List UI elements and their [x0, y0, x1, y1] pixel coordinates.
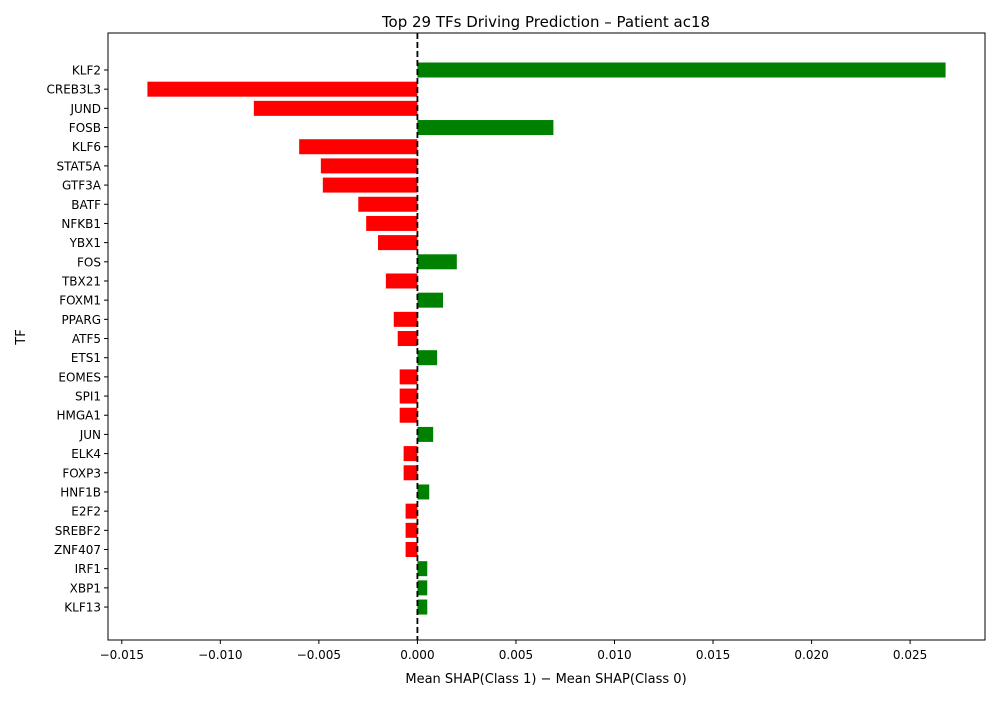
- bar-xbp1: [417, 580, 428, 596]
- x-tick-label: 0.025: [893, 648, 927, 662]
- bar-ets1: [417, 350, 438, 366]
- bar-znf407: [405, 542, 418, 557]
- y-tick-label: SREBF2: [55, 524, 101, 538]
- y-tick-label: SPI1: [75, 390, 101, 404]
- y-tick-label: FOXP3: [62, 466, 101, 480]
- bar-stat5a: [320, 158, 418, 174]
- y-tick-label: FOS: [77, 255, 101, 269]
- y-tick-label: ETS1: [71, 351, 101, 365]
- bar-ybx1: [377, 235, 418, 251]
- y-tick-label: CREB3L3: [47, 83, 102, 97]
- y-tick-label: ZNF407: [54, 543, 101, 557]
- x-tick-label: −0.010: [198, 648, 242, 662]
- bar-klf2: [417, 62, 946, 78]
- x-tick-label: −0.005: [297, 648, 341, 662]
- bar-fosb: [417, 120, 554, 136]
- x-tick-label: 0.015: [696, 648, 730, 662]
- y-tick-label: XBP1: [70, 581, 101, 595]
- x-tick-label: 0.000: [400, 648, 434, 662]
- y-tick-label: IRF1: [75, 562, 101, 576]
- y-tick-label: JUND: [69, 102, 101, 116]
- chart-title: Top 29 TFs Driving Prediction – Patient …: [381, 13, 710, 31]
- y-tick-label: HNF1B: [60, 485, 101, 499]
- bar-eomes: [399, 369, 418, 385]
- x-tick-label: −0.015: [100, 648, 144, 662]
- y-tick-label: KLF2: [72, 64, 101, 78]
- y-tick-label: JUN: [79, 428, 101, 442]
- bar-jund: [253, 100, 418, 116]
- bar-srebf2: [405, 522, 418, 538]
- bar-fos: [417, 254, 457, 270]
- y-tick-label: HMGA1: [56, 409, 101, 423]
- bar-foxp3: [403, 465, 418, 481]
- y-tick-label: KLF13: [64, 601, 101, 615]
- y-tick-label: E2F2: [71, 505, 101, 519]
- y-tick-label: ATF5: [72, 332, 101, 346]
- y-tick-label: FOSB: [69, 121, 101, 135]
- bar-e2f2: [405, 503, 418, 519]
- bar-creb3l3: [147, 81, 418, 97]
- bar-tbx21: [385, 273, 418, 289]
- x-tick-label: 0.020: [794, 648, 828, 662]
- bars-layer: [147, 62, 946, 615]
- bar-foxm1: [417, 292, 444, 308]
- bar-klf13: [417, 599, 428, 615]
- bar-klf6: [299, 139, 418, 155]
- y-axis: KLF2 CREB3L3 JUND FOSB KLF6 STAT5A GTF3A BATF NF…: [47, 64, 108, 615]
- x-tick-label: 0.010: [597, 648, 631, 662]
- y-tick-label: KLF6: [72, 140, 101, 154]
- bar-gtf3a: [322, 177, 418, 193]
- y-tick-label: TBX21: [61, 274, 101, 288]
- plot-frame: [107, 32, 986, 641]
- y-tick-label: ELK4: [71, 447, 101, 461]
- y-tick-label: YBX1: [69, 236, 101, 250]
- bar-elk4: [403, 446, 418, 462]
- bar-spi1: [399, 388, 418, 404]
- y-axis-label: TF: [14, 329, 29, 345]
- bar-nfkb1: [366, 215, 418, 231]
- bar-hmga1: [399, 407, 418, 423]
- y-tick-label: EOMES: [58, 370, 101, 384]
- x-axis-label: Mean SHAP(Class 1) − Mean SHAP(Class 0): [405, 672, 686, 687]
- x-axis: −0.015 −0.010 −0.005 0.000 0.005 0.010 0.015 0.…: [100, 640, 927, 662]
- bar-jun: [417, 426, 434, 442]
- bar-irf1: [417, 561, 428, 577]
- x-tick-label: 0.005: [499, 648, 533, 662]
- bar-hnf1b: [417, 484, 430, 500]
- bar-batf: [358, 196, 418, 212]
- y-tick-label: GTF3A: [62, 179, 102, 193]
- y-tick-label: BATF: [71, 198, 101, 212]
- y-tick-label: PPARG: [61, 313, 101, 327]
- bar-atf5: [397, 331, 418, 347]
- y-tick-label: FOXM1: [59, 294, 101, 308]
- y-tick-label: STAT5A: [57, 159, 102, 173]
- y-tick-label: NFKB1: [61, 217, 101, 231]
- bar-pparg: [393, 311, 418, 327]
